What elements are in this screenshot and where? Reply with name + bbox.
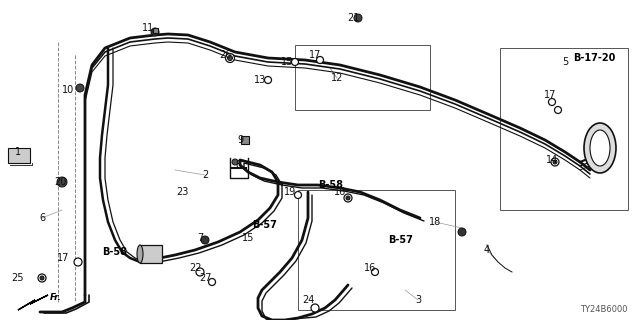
Circle shape — [40, 276, 44, 280]
Text: 16: 16 — [364, 263, 376, 273]
Circle shape — [344, 194, 352, 202]
Text: B-57: B-57 — [252, 220, 277, 230]
Circle shape — [227, 55, 232, 60]
Circle shape — [371, 268, 378, 276]
Text: 24: 24 — [302, 295, 314, 305]
Circle shape — [201, 236, 209, 244]
Text: 23: 23 — [176, 187, 188, 197]
Text: 12: 12 — [331, 73, 343, 83]
Ellipse shape — [590, 130, 610, 166]
Bar — [500, 48, 628, 210]
Bar — [140, 245, 162, 263]
Circle shape — [74, 258, 82, 266]
Circle shape — [232, 159, 238, 165]
Circle shape — [294, 191, 301, 198]
Text: 5: 5 — [562, 57, 568, 67]
Circle shape — [151, 28, 159, 36]
Bar — [152, 28, 157, 33]
Text: 6: 6 — [39, 213, 45, 223]
Text: 11: 11 — [142, 23, 154, 33]
Text: 1: 1 — [15, 147, 21, 157]
Text: 17: 17 — [544, 90, 556, 100]
Text: 25: 25 — [12, 273, 24, 283]
Bar — [295, 45, 430, 110]
Text: B-57: B-57 — [388, 235, 413, 245]
Text: 16: 16 — [334, 187, 346, 197]
Bar — [298, 190, 455, 310]
Circle shape — [354, 14, 362, 22]
Text: 17: 17 — [57, 253, 69, 263]
Circle shape — [209, 278, 216, 285]
Text: 15: 15 — [281, 57, 293, 67]
Text: 2: 2 — [202, 170, 208, 180]
Text: 19: 19 — [284, 187, 296, 197]
Circle shape — [76, 84, 84, 92]
Circle shape — [551, 158, 559, 166]
Polygon shape — [18, 295, 48, 310]
Text: 7: 7 — [197, 233, 203, 243]
Circle shape — [196, 268, 204, 276]
Circle shape — [554, 107, 561, 114]
Text: B-17-20: B-17-20 — [573, 53, 616, 63]
Ellipse shape — [584, 123, 616, 173]
Circle shape — [311, 304, 319, 312]
Circle shape — [38, 274, 46, 282]
Bar — [241, 136, 249, 144]
Text: 8: 8 — [235, 160, 241, 170]
Text: 15: 15 — [242, 233, 254, 243]
Text: 9: 9 — [237, 135, 243, 145]
Text: B-58: B-58 — [318, 180, 343, 190]
Ellipse shape — [137, 245, 143, 263]
Circle shape — [264, 76, 271, 84]
Text: 13: 13 — [254, 75, 266, 85]
Circle shape — [57, 177, 67, 187]
Circle shape — [548, 99, 556, 106]
Text: 21: 21 — [347, 13, 359, 23]
Text: 10: 10 — [62, 85, 74, 95]
Text: B-58: B-58 — [102, 247, 127, 257]
Text: 22: 22 — [189, 263, 201, 273]
Circle shape — [458, 228, 466, 236]
Text: TY24B6000: TY24B6000 — [580, 305, 628, 314]
Text: Fr.: Fr. — [50, 293, 61, 302]
Circle shape — [225, 53, 234, 62]
Text: 18: 18 — [429, 217, 441, 227]
Bar — [8, 148, 30, 163]
Text: 14: 14 — [546, 155, 558, 165]
Text: 26: 26 — [219, 50, 231, 60]
Text: 3: 3 — [415, 295, 421, 305]
Text: 17: 17 — [309, 50, 321, 60]
Circle shape — [553, 160, 557, 164]
Text: 27: 27 — [199, 273, 211, 283]
Circle shape — [346, 196, 350, 200]
Circle shape — [317, 57, 323, 63]
Circle shape — [291, 59, 298, 66]
Text: 20: 20 — [54, 177, 66, 187]
Text: 4: 4 — [484, 245, 490, 255]
